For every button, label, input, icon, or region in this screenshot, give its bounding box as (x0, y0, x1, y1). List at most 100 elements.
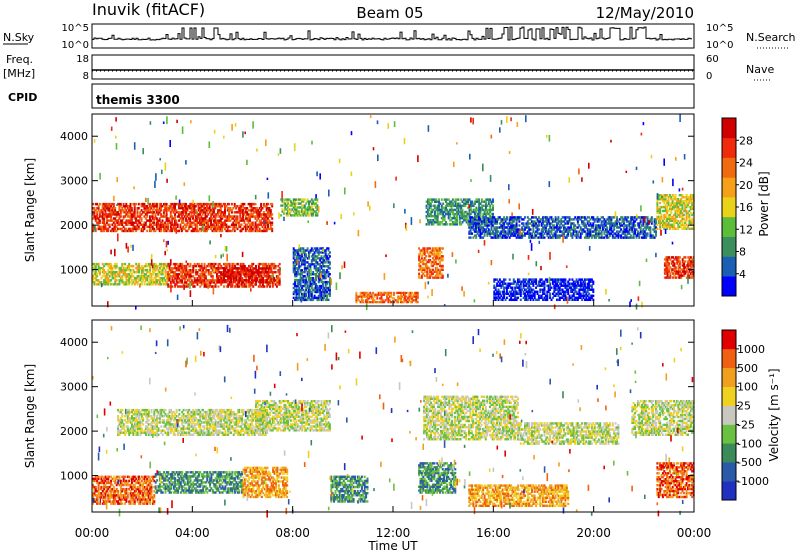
velocity-region-11 (468, 484, 570, 508)
velocity-ytick-label-1: 2000 (60, 425, 88, 438)
velocity-colorbar-label: Velocity [m s⁻¹] (767, 368, 781, 461)
velocity-ytick-label-2: 3000 (60, 381, 88, 394)
nsky-tick-bottom: 10^0 (62, 40, 89, 51)
power-region-10 (663, 256, 695, 279)
beam-title: Beam 05 (356, 4, 423, 22)
x-tick-label-5: 20:00 (576, 526, 611, 540)
velocity-region-7 (631, 400, 695, 436)
velocity-colorbar-tick-0: -1000 (737, 475, 769, 488)
velocity-region-6 (518, 422, 620, 445)
power-region-12 (355, 291, 419, 304)
velocity-region-4 (242, 466, 289, 499)
power-colorbar-label: Power [dB] (757, 171, 771, 236)
power-speckles (93, 114, 689, 311)
velocity-region-8 (418, 462, 457, 494)
power-colorbar-seg-4 (722, 197, 736, 218)
station-title: Inuvik (fitACF) (92, 0, 205, 19)
x-tick-label-2: 08:00 (275, 526, 310, 540)
velocity-speckles (92, 324, 694, 518)
power-colorbar-tick-3: 16 (739, 201, 753, 214)
freq-label: Freq. (6, 53, 33, 66)
velocity-colorbar-tick-3: -25 (737, 418, 755, 431)
power-region-11 (493, 278, 595, 302)
nsearch-label: N.Search (746, 31, 796, 44)
velocity-colorbar-frame (721, 329, 737, 501)
velocity-region-3 (154, 471, 244, 494)
power-region-6 (418, 247, 444, 279)
power-ytick-label-0: 1000 (60, 264, 88, 277)
power-y-axis: 1000 2000 3000 4000 (60, 130, 694, 277)
nsearch-tick-bottom: 10^0 (706, 40, 733, 51)
velocity-region-5 (423, 395, 519, 441)
velocity-colorbar-seg-5 (722, 386, 736, 406)
x-tick-label-4: 16:00 (476, 526, 511, 540)
x-tick-label-3: 12:00 (376, 526, 411, 540)
velocity-colorbar-seg-8 (722, 330, 736, 350)
power-colorbar-seg-3 (722, 216, 736, 237)
nsky-path (91, 26, 692, 41)
velocity-colorbar-seg-0 (722, 481, 736, 501)
power-panel (92, 114, 695, 311)
freq-tick-bottom: 8 (83, 71, 89, 82)
nsky-label: N.Sky (3, 31, 35, 44)
freq-strip-frame (91, 54, 695, 80)
nsearch-tick-top: 10^5 (706, 23, 733, 34)
power-ytick-label-2: 3000 (60, 175, 88, 188)
velocity-colorbar: -1000 -500 -100 -25 25 100 500 1000 (721, 329, 769, 501)
x-tick-label-0: 00:00 (75, 526, 110, 540)
power-colorbar-tick-5: 24 (739, 157, 753, 170)
nave-tick-top: 60 (706, 54, 719, 65)
power-region-3 (217, 267, 269, 284)
power-colorbar: 4 8 12 16 20 24 28 (721, 117, 753, 297)
power-ylabel: Slant Range [km] (23, 158, 37, 262)
power-colorbar-tick-4: 20 (739, 179, 753, 192)
power-region-8 (468, 216, 657, 239)
power-colorbar-tick-0: 4 (739, 268, 746, 281)
nsky-tick-top: 10^5 (62, 23, 89, 34)
power-colorbar-tick-6: 28 (739, 134, 753, 147)
velocity-region-9 (330, 475, 369, 503)
velocity-region-10 (656, 462, 695, 499)
velocity-colorbar-tick-2: -100 (737, 437, 762, 450)
power-region-1 (92, 262, 168, 286)
power-region-0 (92, 202, 274, 233)
velocity-ytick-label-0: 1000 (60, 470, 88, 483)
power-region-9 (656, 194, 695, 230)
power-colorbar-seg-1 (722, 256, 736, 277)
power-colorbar-tick-1: 8 (739, 246, 746, 259)
nave-tick-bottom: 0 (706, 71, 712, 82)
x-axis-label: Time UT (367, 539, 418, 553)
velocity-colorbar-seg-4 (722, 405, 736, 425)
velocity-panel (92, 324, 695, 518)
power-colorbar-seg-8 (722, 118, 736, 139)
velocity-colorbar-seg-7 (722, 348, 736, 369)
power-colorbar-seg-2 (722, 236, 736, 257)
date-title: 12/May/2010 (596, 4, 694, 22)
velocity-colorbar-seg-1 (722, 462, 736, 482)
velocity-colorbar-tick-5: 100 (737, 381, 758, 394)
cpid-label: CPID (8, 91, 37, 104)
velocity-region-1 (255, 400, 331, 432)
time-x-axis: 00:00 04:00 08:00 12:00 16:00 20:00 00:00 (75, 300, 712, 540)
power-colorbar-seg-6 (722, 157, 736, 178)
velocity-ylabel: Slant Range [km] (23, 364, 37, 468)
nave-label: Nave (746, 63, 774, 76)
velocity-colorbar-tick-4: 25 (737, 400, 751, 413)
velocity-y-axis: 1000 2000 3000 4000 (60, 336, 694, 483)
freq-unit-label: [MHz] (3, 67, 35, 80)
velocity-colorbar-seg-2 (722, 443, 736, 463)
power-ytick-label-1: 2000 (60, 219, 88, 232)
freq-tick-top: 18 (76, 54, 89, 65)
velocity-colorbar-seg-6 (722, 367, 736, 387)
velocity-region-2 (92, 475, 156, 505)
power-colorbar-tick-2: 12 (739, 223, 753, 236)
x-tick-label-6: 00:00 (677, 526, 712, 540)
power-colorbar-seg-5 (722, 177, 736, 198)
power-region-4 (280, 198, 319, 217)
power-colorbar-seg-7 (722, 137, 736, 158)
power-colorbar-seg-0 (722, 276, 736, 297)
velocity-colorbar-tick-6: 500 (737, 362, 758, 375)
power-ytick-label-3: 4000 (60, 130, 88, 143)
nsky-trace (91, 26, 692, 41)
